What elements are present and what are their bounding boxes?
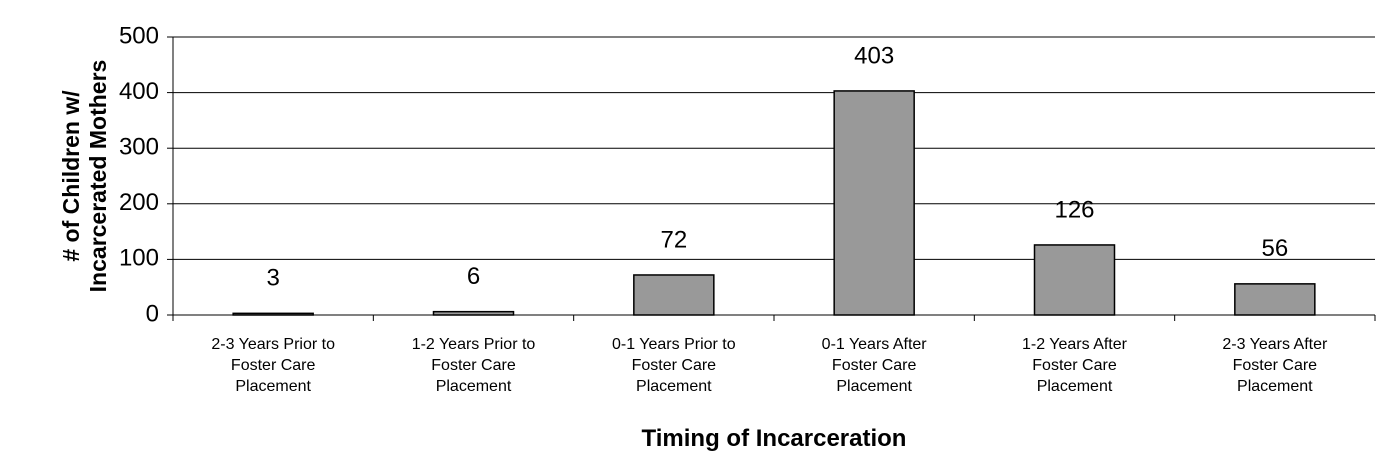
data-label: 6 bbox=[467, 263, 480, 290]
y-axis-title: # of Children w/ Incarcerated Mothers bbox=[58, 59, 111, 293]
x-tick-label: 2-3 Years Prior to Foster Care Placement bbox=[211, 336, 335, 395]
bar bbox=[232, 312, 314, 316]
y-tick-label: 400 bbox=[119, 78, 159, 105]
x-tick-label: 1-2 Years After Foster Care Placement bbox=[1022, 336, 1127, 395]
bar bbox=[633, 274, 715, 316]
data-label: 72 bbox=[660, 226, 687, 253]
bar bbox=[1033, 244, 1116, 316]
bar bbox=[1234, 283, 1316, 316]
y-tick-label: 300 bbox=[119, 134, 159, 161]
y-tick-label: 500 bbox=[119, 22, 159, 49]
x-tick-label: 0-1 Years Prior to Foster Care Placement bbox=[612, 336, 736, 395]
x-axis-title: Timing of Incarceration bbox=[641, 425, 907, 452]
data-label: 3 bbox=[266, 265, 279, 292]
bar bbox=[833, 90, 915, 316]
data-label: 126 bbox=[1054, 196, 1094, 223]
x-tick-label: 2-3 Years After Foster Care Placement bbox=[1222, 336, 1328, 395]
x-tick-label: 0-1 Years After Foster Care Placement bbox=[821, 336, 927, 395]
y-tick-label: 200 bbox=[119, 189, 159, 216]
y-tick-label: 0 bbox=[146, 300, 159, 327]
y-tick-label: 100 bbox=[119, 245, 159, 272]
data-label: 56 bbox=[1261, 235, 1288, 262]
bar bbox=[432, 310, 515, 316]
x-tick-label: 1-2 Years Prior to Foster Care Placement bbox=[411, 336, 536, 395]
data-label: 403 bbox=[854, 42, 894, 69]
